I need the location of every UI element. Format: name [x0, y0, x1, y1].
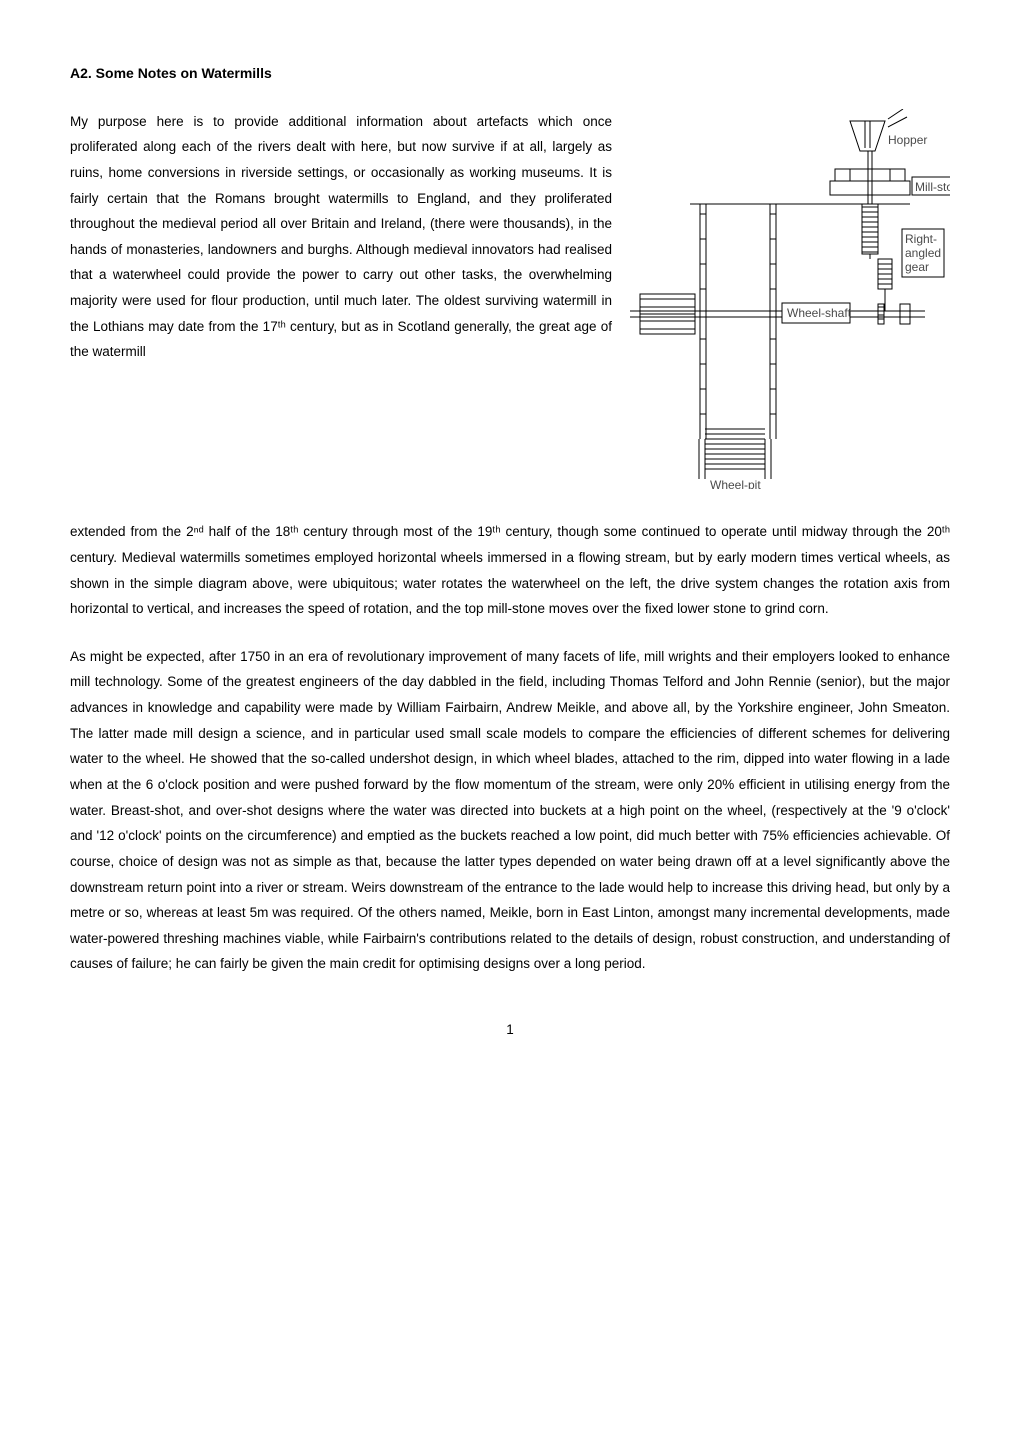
watermill-diagram: Hopper Mill-stone Right-angledgear Wheel-sh… [630, 109, 950, 489]
page-number: 1 [70, 1017, 950, 1043]
svg-text:Right-: Right- [905, 232, 937, 246]
svg-text:gear: gear [905, 260, 929, 274]
two-column-layout: My purpose here is to provide additional… [70, 109, 950, 498]
para1-text: My purpose here is to provide additional… [70, 109, 612, 365]
para2-text: extended from the 2ⁿᵈ half of the 18ᵗʰ c… [70, 519, 950, 622]
svg-text:Wheel-pit: Wheel-pit [710, 478, 761, 489]
svg-text:Mill-stone: Mill-stone [915, 180, 950, 194]
para3-text: As might be expected, after 1750 in an e… [70, 644, 950, 977]
svg-text:Wheel-shaft: Wheel-shaft [787, 306, 852, 320]
diagram-container: Hopper Mill-stone Right-angledgear Wheel-sh… [630, 109, 950, 498]
svg-text:Hopper: Hopper [888, 133, 927, 147]
svg-text:angled: angled [905, 246, 941, 260]
section-heading: A2. Some Notes on Watermills [70, 60, 950, 87]
